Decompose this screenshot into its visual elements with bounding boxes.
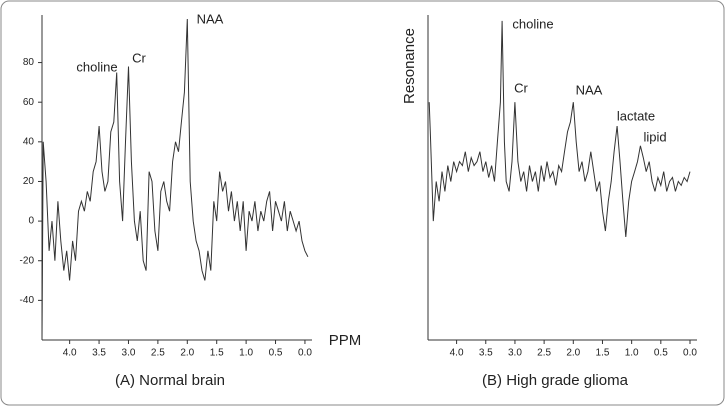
y-tick-label: 0: [28, 216, 34, 227]
peak-label: choline: [512, 16, 553, 31]
y-tick-label: 20: [23, 176, 35, 187]
peak-label: lactate: [617, 108, 655, 123]
x-tick-label: 3.0: [122, 348, 136, 359]
x-tick-label: 0.5: [269, 348, 283, 359]
x-axis-label: PPM: [329, 332, 362, 349]
x-tick-label: 1.0: [239, 348, 253, 359]
y-tick-label: -20: [20, 255, 35, 266]
x-tick-label: 0.5: [654, 348, 668, 359]
x-tick-label: 3.5: [92, 348, 106, 359]
x-tick-label: 2.5: [537, 348, 551, 359]
spectrum-line: [41, 18, 309, 341]
peak-label: NAA: [197, 11, 224, 26]
peak-label: NAA: [576, 82, 603, 97]
peak-label: Cr: [132, 50, 146, 65]
chart-caption: (A) Normal brain: [115, 372, 225, 389]
x-tick-label: 4.0: [450, 348, 464, 359]
x-tick-label: 0.0: [683, 348, 697, 359]
y-tick-label: 80: [23, 57, 35, 68]
y-tick-label: -40: [20, 295, 35, 306]
x-tick-label: 1.0: [625, 348, 639, 359]
x-tick-label: 2.0: [180, 348, 194, 359]
x-tick-label: 2.0: [566, 348, 580, 359]
peak-label: Cr: [514, 80, 528, 95]
y-tick-label: 40: [23, 136, 35, 147]
x-tick-label: 3.0: [508, 348, 522, 359]
x-tick-label: 2.5: [151, 348, 165, 359]
x-tick-label: 1.5: [596, 348, 610, 359]
x-tick-label: 1.5: [210, 348, 224, 359]
y-axis-label: Resonance: [401, 28, 418, 104]
x-tick-label: 3.5: [479, 348, 493, 359]
x-tick-label: 4.0: [63, 348, 77, 359]
spectrum-line: [428, 20, 691, 238]
peak-label: lipid: [643, 129, 666, 144]
peak-label: choline: [76, 59, 117, 74]
x-tick-label: 0.0: [298, 348, 312, 359]
chart-caption: (B) High grade glioma: [482, 372, 629, 389]
y-tick-label: 60: [23, 97, 35, 108]
